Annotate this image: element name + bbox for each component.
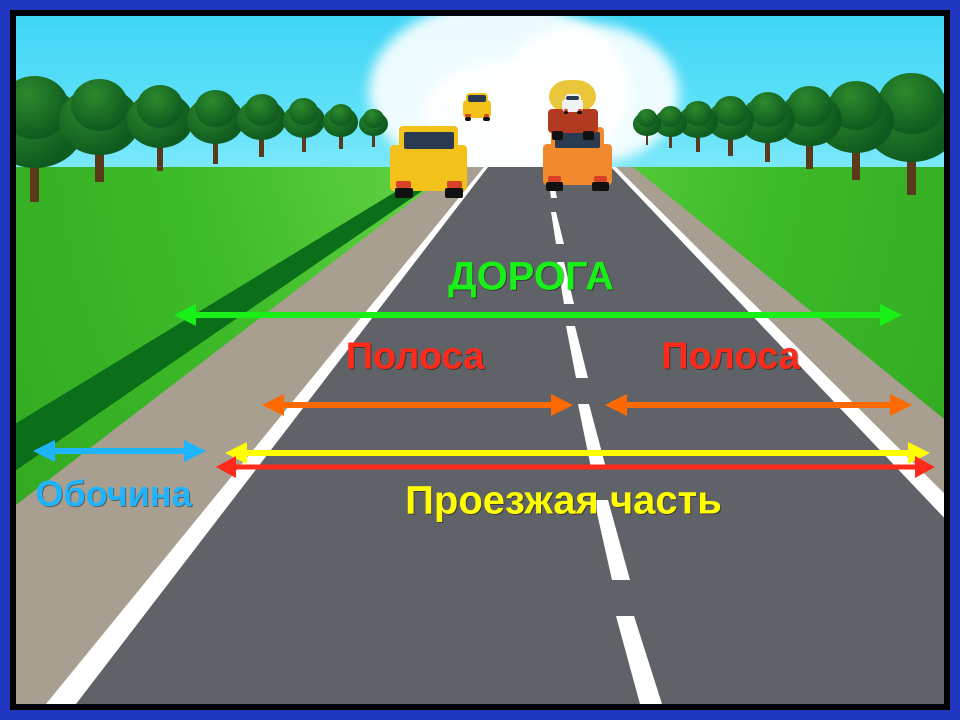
- tree-left: [187, 90, 244, 164]
- scene: ДОРОГА Полоса Полоса Обочина Проезжая часть: [16, 16, 944, 704]
- arrow-shoulder: [16, 440, 944, 462]
- label-shoulder: Обочина: [35, 473, 191, 515]
- diagram-frame: ДОРОГА Полоса Полоса Обочина Проезжая часть: [0, 0, 960, 720]
- tree-left: [283, 98, 325, 152]
- far-left-car: [462, 93, 492, 121]
- label-carriageway: Проезжая часть: [405, 479, 722, 524]
- tree-left: [237, 94, 286, 157]
- tree-left: [323, 104, 358, 149]
- near-left-car: [388, 124, 470, 198]
- tree-left: [359, 109, 388, 147]
- arrow-lane-right: [16, 394, 944, 416]
- far-right-car: [562, 94, 584, 114]
- label-lane_left: Полоса: [346, 335, 485, 378]
- tree-right: [633, 109, 661, 145]
- diagram-inner: ДОРОГА Полоса Полоса Обочина Проезжая часть: [16, 16, 944, 704]
- label-lane_right: Полоса: [661, 335, 800, 378]
- label-road: ДОРОГА: [448, 255, 614, 300]
- arrow-road: [16, 304, 944, 326]
- tree-left: [127, 85, 194, 171]
